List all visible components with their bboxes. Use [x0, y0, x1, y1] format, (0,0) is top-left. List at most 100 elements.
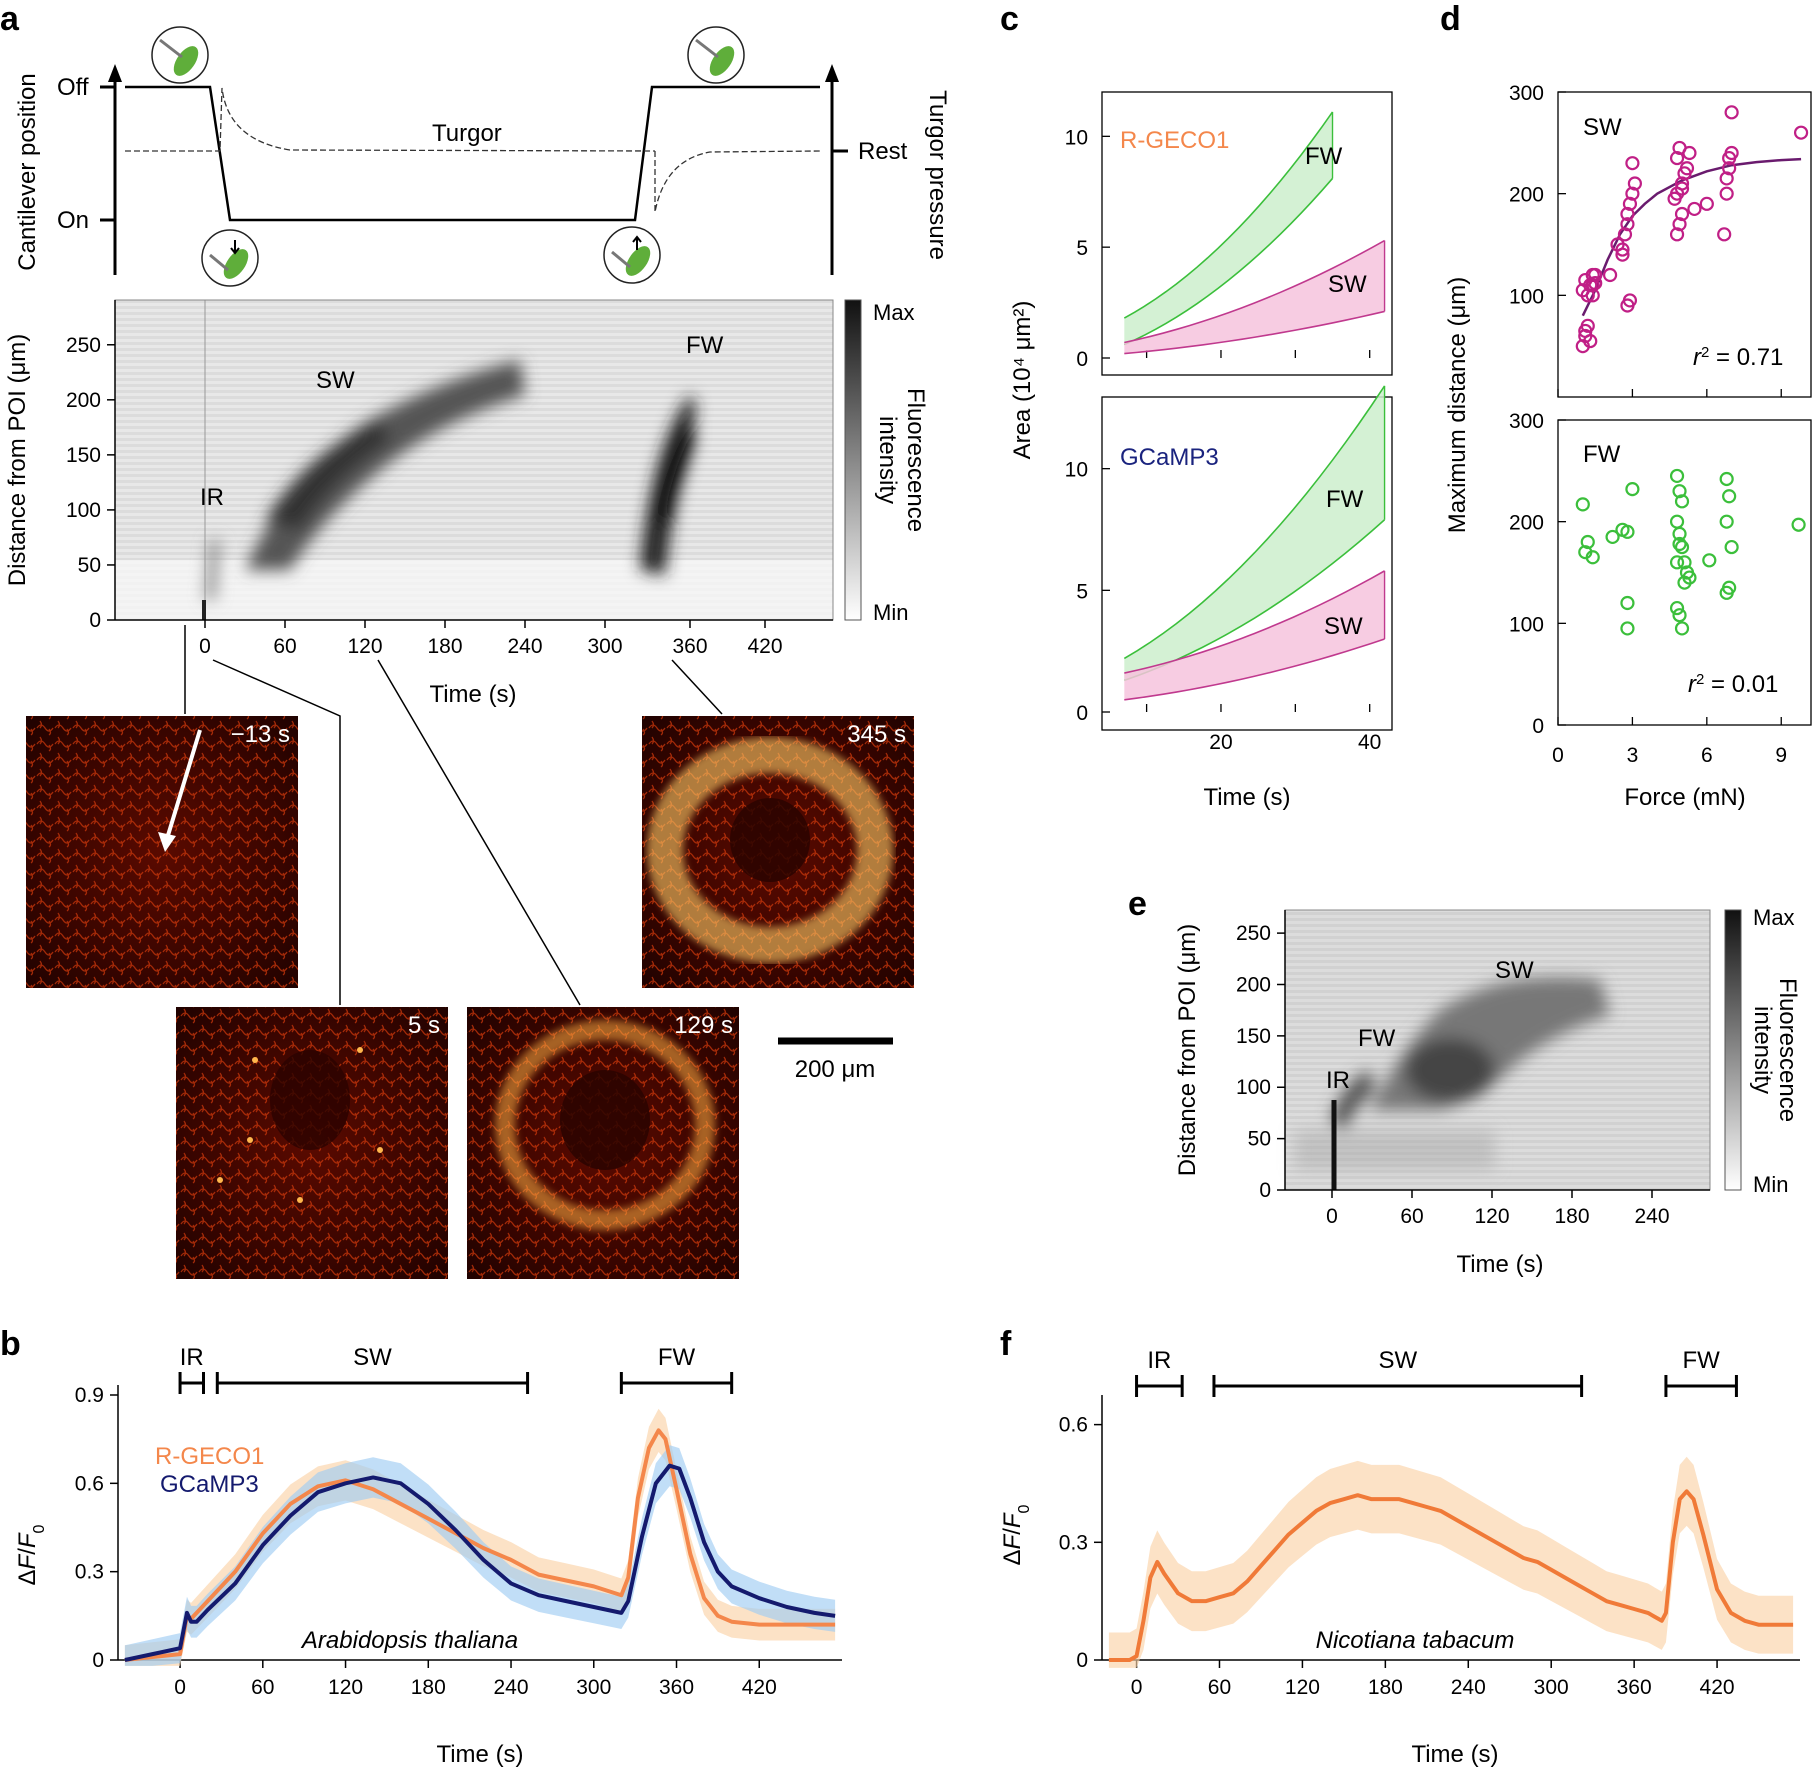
xtick-label: 180 — [1554, 1205, 1589, 1228]
scatter-point — [1669, 150, 1685, 166]
scatter-point — [1615, 242, 1630, 257]
xtick-label: 300 — [1534, 1676, 1569, 1699]
xtick-label: 420 — [747, 635, 782, 658]
xtick-label: 180 — [1368, 1676, 1403, 1699]
xtick-label: 360 — [1617, 1676, 1652, 1699]
area-upper-sw — [1124, 239, 1385, 344]
ytick-label: 200 — [1509, 512, 1544, 535]
turgor-label: Turgor — [432, 120, 502, 147]
panel-c-top-fw-label: FW — [1305, 143, 1343, 170]
scatter-point — [1625, 482, 1640, 497]
panel-f-xlabel: Time (s) — [1411, 1741, 1498, 1768]
panel-f: 0 0.3 0.6 0 60 120 180 240 300 360 420 IR SW FW Nicot… — [999, 1347, 1800, 1768]
panel-letter-e: e — [1128, 885, 1147, 923]
scatter-point — [1615, 247, 1630, 262]
scatter-point — [1672, 140, 1687, 156]
panel-d-bottom-frame — [1557, 419, 1812, 726]
scatter-point — [1672, 526, 1687, 541]
ytick-label: 0.6 — [75, 1472, 104, 1495]
ytick-label: 0 — [92, 1649, 104, 1672]
ytick-label: 300 — [1509, 82, 1544, 105]
ytick-label: 0.3 — [75, 1561, 104, 1584]
phase-label: FW — [658, 1344, 696, 1371]
micrograph-129s: 129 s — [467, 1007, 739, 1279]
scatter-point — [1622, 196, 1638, 211]
scatter-point — [1627, 176, 1642, 191]
turgor-pressure-label: Turgor pressure — [924, 90, 951, 260]
panel-f-ylabel: ΔF/F0 — [999, 1504, 1033, 1565]
xtick-label: 20 — [1209, 731, 1232, 754]
legend-b-gcamp: GCaMP3 — [160, 1471, 259, 1498]
panel-b-annotation: Arabidopsis thaliana — [300, 1627, 518, 1654]
ytick-label: 0.9 — [75, 1384, 104, 1407]
off-label: Off — [57, 74, 89, 101]
scatter-point — [1672, 217, 1687, 232]
panel-c-bottom-sw-label: SW — [1324, 613, 1363, 640]
kymograph-a: 0 50 100 150 200 250 0 60 120 180 240 300 360 420 Di… — [4, 299, 929, 708]
scatter-point — [1580, 288, 1595, 303]
series-line — [1108, 1489, 1794, 1662]
cantilever-position-label: Cantilever position — [14, 73, 41, 270]
panel-letter-f: f — [1000, 1325, 1012, 1363]
scatter-point — [1717, 227, 1732, 242]
kymo-e-sw-label: SW — [1495, 957, 1534, 984]
kymograph-e: 0 50 100 150 200 250 0 60 120 180 240 Distance fr… — [1174, 905, 1801, 1278]
scatter-point — [1620, 595, 1635, 611]
kymo-e-ylabel: Distance from POI (μm) — [1174, 924, 1201, 1177]
colorbar-e — [1724, 909, 1742, 1191]
panel-c-top-frame — [1101, 91, 1393, 376]
colorbar-a — [844, 299, 862, 621]
micrograph-minus13s-time: −13 s — [231, 721, 290, 748]
leaf-cantilever-on-icon — [201, 229, 259, 287]
scatter-point — [1674, 494, 1690, 509]
ytick-label: 0 — [1076, 1649, 1088, 1672]
scatter-point — [1699, 196, 1714, 211]
kymo-a-ir-label: IR — [200, 484, 224, 511]
ytick-label: 100 — [1236, 1076, 1271, 1099]
scatter-point — [1620, 524, 1635, 539]
scatter-point — [1580, 318, 1595, 333]
colorbar-e-title-2: intensity — [1749, 1006, 1776, 1094]
micrograph-5s-time: 5 s — [408, 1012, 440, 1039]
panel-d-xlabel: Force (mN) — [1624, 784, 1745, 811]
xtick-label: 0 — [1552, 744, 1564, 767]
series-confidence-band — [1108, 1456, 1794, 1668]
area-lower-fw — [1123, 177, 1334, 346]
xtick-label: 120 — [1285, 1676, 1320, 1699]
panel-letter-c: c — [1000, 0, 1019, 38]
leaf-cantilever-off-icon — [151, 26, 209, 84]
kymo-e-xlabel: Time (s) — [1456, 1251, 1543, 1278]
xtick-label: 9 — [1775, 744, 1787, 767]
panel-c-bottom-frame — [1101, 396, 1393, 731]
micrograph-129s-time: 129 s — [674, 1012, 733, 1039]
area-lower-sw — [1124, 310, 1385, 355]
ytick-label: 5 — [1076, 580, 1088, 603]
scatter-point — [1620, 206, 1635, 222]
area-upper-fw — [1123, 111, 1334, 319]
xtick-label: 0 — [174, 1676, 186, 1699]
scatter-point — [1674, 206, 1690, 222]
xtick-label: 240 — [1451, 1676, 1486, 1699]
series-confidence-band — [124, 1408, 836, 1666]
panel-d-top-r2: r2 = 0.71 — [1693, 344, 1783, 372]
colorbar-e-title-1: Fluorescence — [1774, 978, 1801, 1122]
panel-b-xlabel: Time (s) — [436, 1741, 523, 1768]
scatter-point — [1672, 608, 1687, 623]
ytick-label: 100 — [1509, 613, 1544, 636]
scatter-point — [1719, 514, 1734, 529]
xtick-label: 0 — [1326, 1205, 1338, 1228]
ytick-label: 50 — [1248, 1128, 1271, 1151]
colorbar-a-max: Max — [873, 300, 915, 325]
xtick-label: 300 — [587, 635, 622, 658]
scatter-point — [1687, 201, 1702, 217]
right-axis-arrow — [825, 64, 839, 82]
scatter-point — [1674, 621, 1690, 636]
kymo-a-sw-label: SW — [316, 367, 355, 394]
scatter-point — [1669, 227, 1685, 242]
legend-b-rgeco: R-GECO1 — [155, 1443, 264, 1470]
ytick-label: 250 — [1236, 922, 1271, 945]
scatter-point — [1719, 585, 1734, 600]
scatter-point — [1702, 553, 1717, 568]
xtick-label: 60 — [1208, 1676, 1231, 1699]
